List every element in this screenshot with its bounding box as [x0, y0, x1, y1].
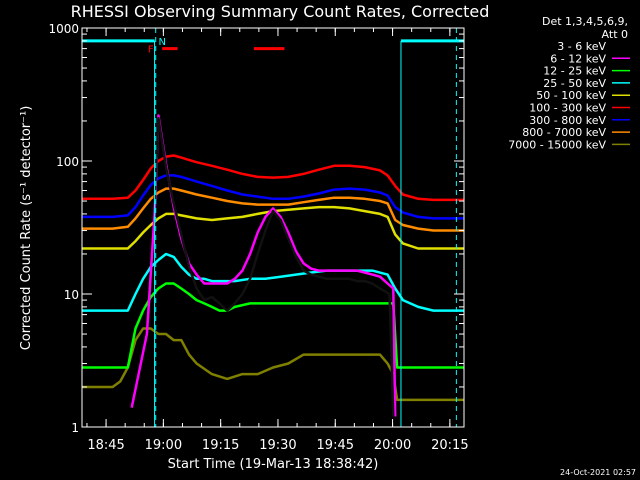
y-axis-label: Corrected Count Rate (s⁻¹ detector⁻¹) — [19, 106, 34, 351]
legend-header-line-1: Det 1,3,4,5,6,9, — [542, 15, 628, 28]
legend-label: 300 - 800 keV — [529, 114, 606, 127]
x-axis-label: Start Time (19-Mar-13 18:38:42) — [168, 457, 379, 472]
chart-title: RHESSI Observing Summary Count Rates, Co… — [71, 2, 490, 21]
legend-label: 7000 - 15000 keV — [508, 138, 606, 151]
y-tick-label: 1 — [71, 421, 79, 435]
series-line — [82, 205, 464, 250]
y-tick-label: 100 — [56, 155, 79, 169]
legend-label: 3 - 6 keV — [557, 40, 606, 53]
legend-header-line-2: Att 0 — [602, 28, 628, 41]
legend-header: Det 1,3,4,5,6,9, Att 0 — [542, 15, 628, 41]
x-axis: 18:45 19:00 19:15 19:30 19:45 20:00 20:15 — [86, 28, 469, 453]
series-line — [82, 327, 464, 402]
x-tick-label: 19:45 — [317, 438, 354, 453]
legend-label: 12 - 25 keV — [543, 65, 606, 78]
annotation-layer: FN — [82, 28, 464, 427]
generated-timestamp: 24-Oct-2021 02:57 — [560, 468, 636, 477]
x-tick-label: 20:00 — [374, 438, 411, 453]
y-tick-label: 1000 — [48, 22, 79, 36]
x-tick-label: 19:30 — [259, 438, 296, 453]
x-tick-label: 20:15 — [431, 438, 468, 453]
series-line — [82, 282, 464, 369]
legend-label: 800 - 7000 keV — [522, 126, 606, 139]
x-tick-label: 19:15 — [202, 438, 239, 453]
series-layer — [82, 114, 464, 417]
series-line — [82, 187, 464, 232]
legend-label: 6 - 12 keV — [550, 52, 606, 65]
legend-label: 50 - 100 keV — [536, 89, 606, 102]
y-tick-label: 10 — [64, 288, 79, 302]
y-axis: 1 10 100 1000 — [48, 22, 464, 435]
series-line — [153, 116, 395, 417]
x-tick-label: 18:45 — [87, 438, 124, 453]
x-tick-label: 19:00 — [145, 438, 182, 453]
flag-letter: F — [148, 45, 154, 56]
series-line — [82, 174, 464, 220]
series-line — [82, 252, 464, 312]
plot-area: FN 1 10 100 1000 18:45 19:00 19:15 19:30 19:45 2… — [48, 22, 468, 453]
flag-letter: N — [158, 37, 165, 48]
series-line — [82, 154, 464, 202]
legend-label: 100 - 300 keV — [529, 102, 606, 115]
plot-frame — [81, 27, 465, 428]
legend-label: 25 - 50 keV — [543, 77, 606, 90]
